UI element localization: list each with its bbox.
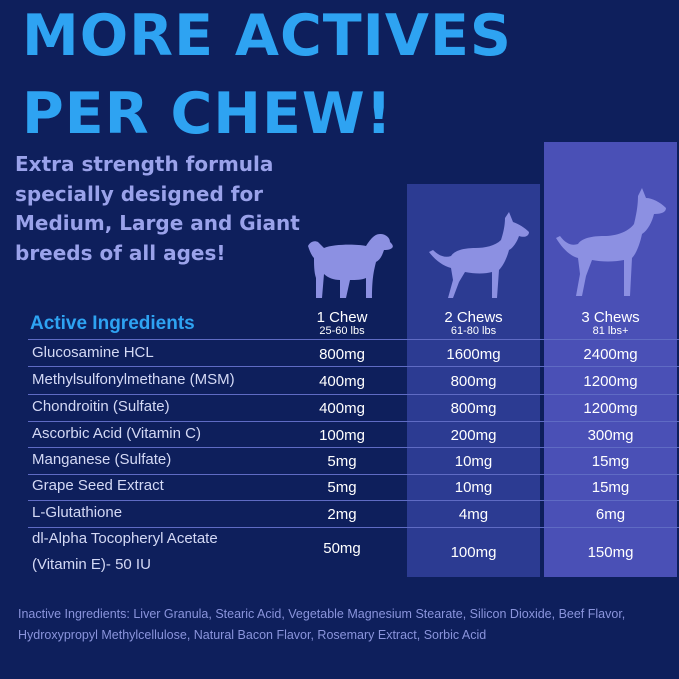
value-2-chews: 800mg [450, 373, 497, 390]
column-header-3-chews: 3 Chews 81 lbs+ [544, 310, 677, 337]
ingredient-name: Grape Seed Extract [32, 477, 164, 494]
column-count: 1 Chew [316, 309, 368, 326]
value-2-chews: 800mg [450, 400, 497, 417]
value-1-chew: 400mg [319, 400, 365, 417]
column-weight: 81 lbs+ [592, 325, 629, 337]
value-1-chew: 400mg [319, 373, 365, 390]
ingredient-name: Ascorbic Acid (Vitamin C) [32, 425, 201, 442]
headline-line-2: PER CHEW! [22, 81, 393, 147]
ingredient-name-line-2: (Vitamin E)- 50 IU [32, 556, 151, 573]
headline-line-1: MORE ACTIVES [22, 3, 512, 69]
column-count: 3 Chews [581, 309, 640, 326]
value-3-chews: 300mg [587, 427, 634, 444]
value-3-chews: 1200mg [583, 373, 638, 390]
value-3-chews: 15mg [591, 453, 630, 470]
value-2-chews: 100mg [450, 544, 497, 561]
ingredient-name: Manganese (Sulfate) [32, 451, 172, 468]
column-header-1-chew: 1 Chew 25-60 lbs [296, 310, 388, 337]
column-header-2-chews: 2 Chews 61-80 lbs [407, 310, 540, 337]
table-divider [28, 500, 679, 501]
value-1-chew: 800mg [319, 346, 365, 363]
value-1-chew: 2mg [327, 506, 357, 523]
table-divider [28, 447, 679, 448]
value-3-chews: 2400mg [583, 346, 638, 363]
table-divider [28, 474, 679, 475]
value-3-chews: 150mg [587, 544, 634, 561]
active-ingredients-heading: Active Ingredients [30, 313, 195, 334]
large-dog-icon [425, 210, 535, 300]
value-3-chews: 6mg [595, 506, 626, 523]
value-1-chew: 100mg [319, 427, 365, 444]
inactive-ingredients: Inactive Ingredients: Liver Granula, Ste… [18, 607, 626, 642]
table-divider [28, 339, 679, 340]
value-2-chews: 1600mg [446, 346, 501, 363]
table-divider [28, 366, 679, 367]
value-2-chews: 4mg [458, 506, 489, 523]
column-weight: 61-80 lbs [450, 325, 497, 337]
ingredient-name: Chondroitin (Sulfate) [32, 398, 170, 415]
giant-dog-icon [552, 186, 670, 298]
column-count: 2 Chews [444, 309, 503, 326]
ingredient-name: Methylsulfonylmethane (MSM) [32, 371, 235, 388]
ingredient-name: Glucosamine HCL [32, 344, 154, 361]
column-weight: 25-60 lbs [319, 325, 365, 337]
subtitle: Extra strength formula specially designe… [15, 152, 300, 265]
value-3-chews: 15mg [591, 479, 630, 496]
ingredient-name-line-1: dl-Alpha Tocopheryl Acetate [32, 530, 218, 547]
value-2-chews: 200mg [450, 427, 497, 444]
value-1-chew: 50mg [323, 540, 361, 557]
ingredient-name: L-Glutathione [32, 504, 123, 521]
value-1-chew: 5mg [327, 479, 357, 496]
table-divider [28, 527, 679, 528]
table-divider [28, 421, 679, 422]
table-divider [28, 394, 679, 395]
medium-dog-icon [300, 228, 396, 300]
value-1-chew: 5mg [327, 453, 357, 470]
value-2-chews: 10mg [454, 453, 493, 470]
three-chews-column-panel [544, 142, 677, 577]
value-2-chews: 10mg [454, 479, 493, 496]
value-3-chews: 1200mg [583, 400, 638, 417]
